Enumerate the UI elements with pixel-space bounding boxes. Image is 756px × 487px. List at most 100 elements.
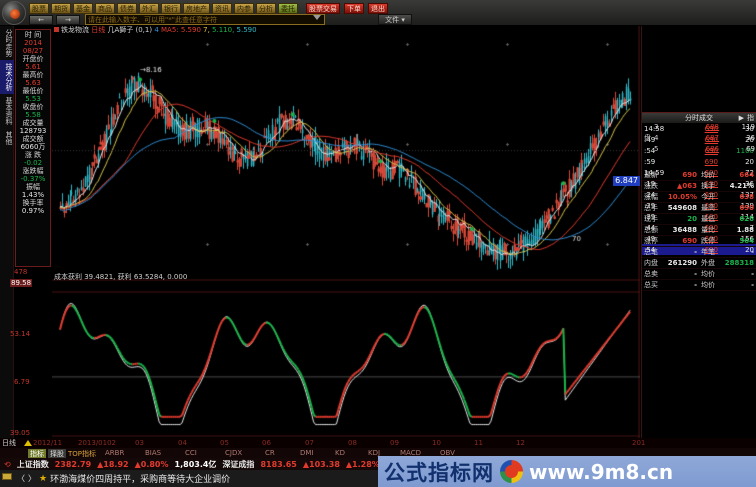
file-menu-button[interactable]: 文件 ▾	[378, 14, 412, 25]
indicator-tab-择股[interactable]: 择股	[48, 449, 66, 459]
toolbar-button-9[interactable]: 内参	[234, 3, 254, 14]
index-value-0: 2382.79	[54, 459, 92, 469]
index-name-0[interactable]: 上证指数	[16, 459, 49, 469]
toolbar-button-4[interactable]: 债券	[117, 3, 137, 14]
info-key-7: 涨 跌	[24, 151, 42, 159]
chart-header-legend: 铁龙物流 日线 几A獅子 (0,1) 4 MA5: 5.590 7, 5.110…	[54, 25, 257, 35]
date-label-9: 10	[432, 439, 441, 447]
indicator-tab-dmi[interactable]: DMI	[300, 449, 314, 457]
tick-row-1[interactable]: :49 690 20	[644, 135, 754, 144]
indicator-tab-指标[interactable]: 指标	[28, 449, 46, 459]
star-icon[interactable]: ★	[39, 473, 48, 484]
watermark-logo-icon	[500, 460, 523, 483]
toolbar-button-1[interactable]: 期货	[51, 3, 71, 14]
vtab-2[interactable]: 基本资料	[5, 97, 13, 125]
indicator-tab-obv[interactable]: OBV	[440, 449, 455, 457]
tick-row-9[interactable]: :44 690 7	[644, 223, 754, 232]
toolbar-button-3[interactable]: 商品	[95, 3, 115, 14]
toolbar-button-10[interactable]: 分析	[256, 3, 276, 14]
indicator-tab-top指标[interactable]: TOP指标	[68, 450, 97, 458]
info-row-8: 涨跌幅 -0.37%	[17, 167, 49, 183]
quote-cell-9-1: 均价 -	[701, 270, 754, 278]
tick-table-header[interactable]: 分时成交 ▶ 指	[642, 112, 756, 123]
news-headline[interactable]: 环渤海煤价四周持平，采购商等待大企业调价	[50, 475, 231, 485]
info-key-2: 最高价	[22, 71, 44, 79]
tick-row-10[interactable]: :49 690 156	[644, 234, 754, 243]
search-input[interactable]: 请在此输入数字、可以用"*"此查任意字符	[85, 14, 325, 25]
sub-axis-label-0: 478	[14, 268, 28, 276]
tick-row-6[interactable]: :24 690 137	[644, 190, 754, 199]
quote-info-panel: 时 间 2014 08/27 开盘价 5.61 最高价 5.63 最低价 5.53 收盘价 5.5…	[15, 29, 51, 267]
sub-chart-title: 成本获利 39.4821, 获利 63.5284, 0.000	[54, 273, 188, 281]
indicator-tab-cjdx[interactable]: CJDX	[225, 449, 243, 457]
warning-triangle-icon	[24, 440, 32, 446]
indicator-tab-arbr[interactable]: ARBR	[105, 449, 125, 457]
quote-cell-7-1: 年笔 -	[701, 248, 754, 256]
toolbar-button-8[interactable]: 资讯	[212, 3, 232, 14]
watermark-banner: 公式指标网 www.9m8.cn	[378, 456, 756, 487]
stock-name: 铁龙物流	[61, 26, 89, 34]
toolbar-button-6[interactable]: 银行	[161, 3, 181, 14]
toolbar-red-button-2[interactable]: 退出	[368, 3, 388, 14]
date-label-0: 2012/11	[33, 439, 63, 447]
tick-row-0[interactable]: 14:58 690 30	[644, 124, 754, 133]
chart-header-field-0: 4	[154, 26, 159, 34]
date-axis-period-label[interactable]: 日线	[2, 439, 16, 447]
indicator-tab-kdj[interactable]: KDJ	[368, 449, 381, 457]
vtab-1[interactable]: 技术分析	[0, 60, 14, 94]
order-book-row-1[interactable]: 3 688 119	[654, 122, 755, 131]
indicator-tab-cr[interactable]: CR	[265, 449, 275, 457]
toolbar-button-7[interactable]: 房地产	[183, 3, 210, 14]
indicator-tab-bias[interactable]: BIAS	[145, 449, 162, 457]
tick-row-5[interactable]: :19 690 36	[644, 179, 754, 188]
tick-row-4[interactable]: 14:59 690 72	[644, 168, 754, 177]
forward-button[interactable]: →	[56, 15, 80, 25]
tick-row-2[interactable]: :54 690 1100	[644, 146, 754, 155]
toolbar-red-button-0[interactable]: 股票交易	[306, 3, 340, 14]
chevron-down-icon[interactable]	[313, 15, 321, 20]
info-row-3: 最低价 5.53	[17, 87, 49, 103]
order-book-row-2[interactable]: 盘 4 687 36	[644, 133, 755, 142]
toolbar-button-5[interactable]: 外汇	[139, 3, 159, 14]
news-next-button[interactable]: 〉	[28, 474, 36, 483]
toolbar-red-button-1[interactable]: 下单	[344, 3, 364, 14]
refresh-icon[interactable]: ⟲	[4, 459, 11, 469]
date-label-1: 2013/0102	[78, 439, 116, 447]
order-book-row-3[interactable]: 5 686 69	[654, 144, 755, 153]
chevron-right-icon[interactable]: ▶	[738, 114, 744, 122]
tick-more-label[interactable]: 指	[747, 114, 754, 122]
tick-row-8[interactable]: :39 690 114	[644, 212, 754, 221]
toolbar-button-11[interactable]: 委托	[278, 3, 298, 14]
news-prev-button[interactable]: 〈	[17, 474, 25, 483]
indicator-tab-kd[interactable]: KD	[335, 449, 345, 457]
chart-canvas[interactable]	[52, 26, 640, 438]
index-pct-0: ▲0.80%	[134, 459, 169, 469]
back-button[interactable]: ←	[29, 15, 53, 25]
quote-cell-1-0: 涨跌 ▲063	[644, 182, 697, 190]
info-row-10: 换手率 0.97%	[17, 199, 49, 215]
date-label-11: 12	[516, 439, 525, 447]
toolbar-button-2[interactable]: 基金	[73, 3, 93, 14]
mail-icon[interactable]	[2, 473, 12, 480]
quote-row-7: 总笔 - 年笔 -	[642, 247, 756, 258]
chart-indicator-name: 几A獅子 (0,1)	[107, 26, 153, 34]
tick-row-3[interactable]: :59 690 20	[644, 157, 754, 166]
indicator-tab-bar[interactable]: 指标 择股 TOP指标 ARBR BIAS CCI CJDX CR DMI KD KDJ MACD OB…	[0, 448, 756, 459]
quote-cell-6-1: 跌停 564	[701, 237, 754, 245]
chart-area[interactable]: 6.847	[52, 26, 640, 438]
tick-table-body[interactable]: 14:58 690 30 :49 690 20 :54 690 1100 :59 690 20 14:5…	[642, 123, 756, 255]
index-name-1[interactable]: 深证成指	[222, 459, 255, 469]
chart-period[interactable]: 日线	[91, 26, 106, 34]
tick-row-11[interactable]: :54 690 20	[642, 244, 756, 255]
vtab-0[interactable]: 分时走势	[5, 29, 13, 57]
date-axis: 日线 2012/11 2013/0102 03 04 05 06 07 08 09 10 11 12 …	[0, 438, 756, 448]
info-key-0: 时 间	[24, 31, 42, 39]
indicator-tab-cci[interactable]: CCI	[185, 449, 197, 457]
toolbar-button-0[interactable]: 股票	[29, 3, 49, 14]
tick-row-7[interactable]: :29 690 139	[644, 201, 754, 210]
order-volume-1: 119	[741, 122, 755, 131]
quote-cell-2-1: 今开 638	[701, 193, 754, 201]
indicator-tab-macd[interactable]: MACD	[400, 449, 421, 457]
vtab-3[interactable]: 其他	[5, 131, 13, 145]
info-row-2: 最高价 5.63	[17, 71, 49, 87]
